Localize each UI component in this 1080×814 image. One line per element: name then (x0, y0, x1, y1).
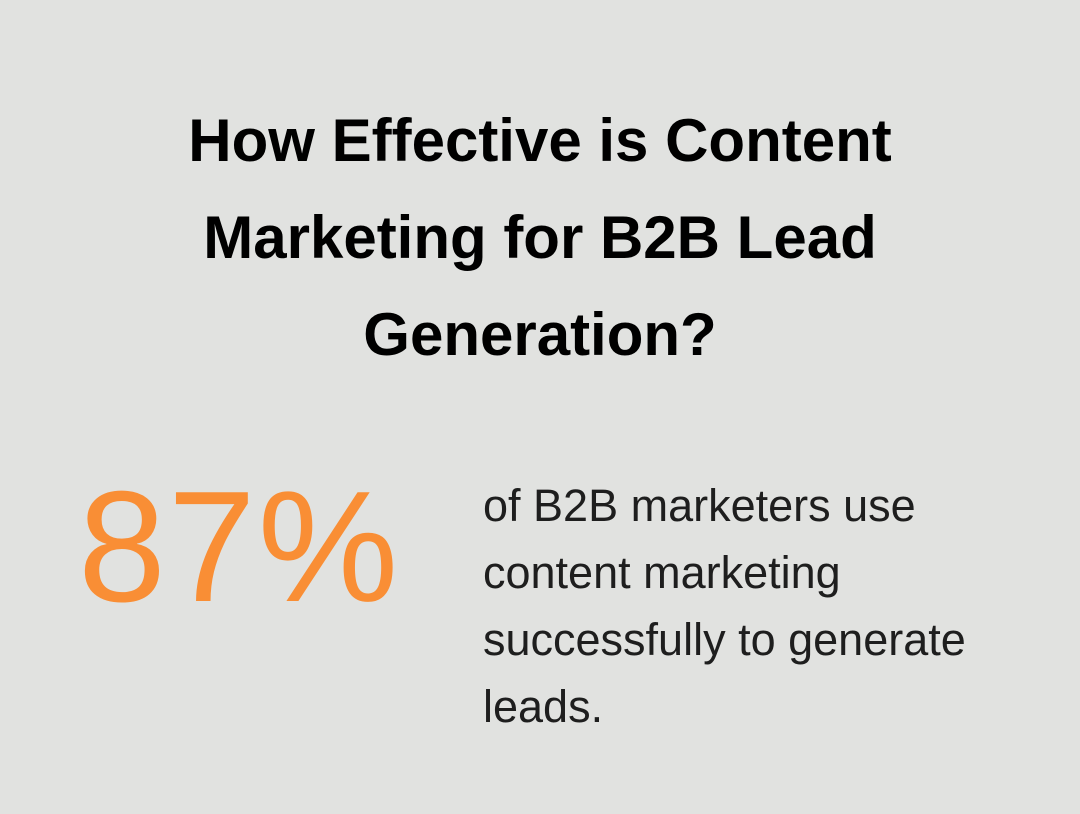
stat-value: 87% (78, 459, 401, 635)
title: How Effective is Content Marketing for B… (188, 107, 892, 368)
stat-description: of B2B marketers use content marketing s… (483, 480, 966, 732)
